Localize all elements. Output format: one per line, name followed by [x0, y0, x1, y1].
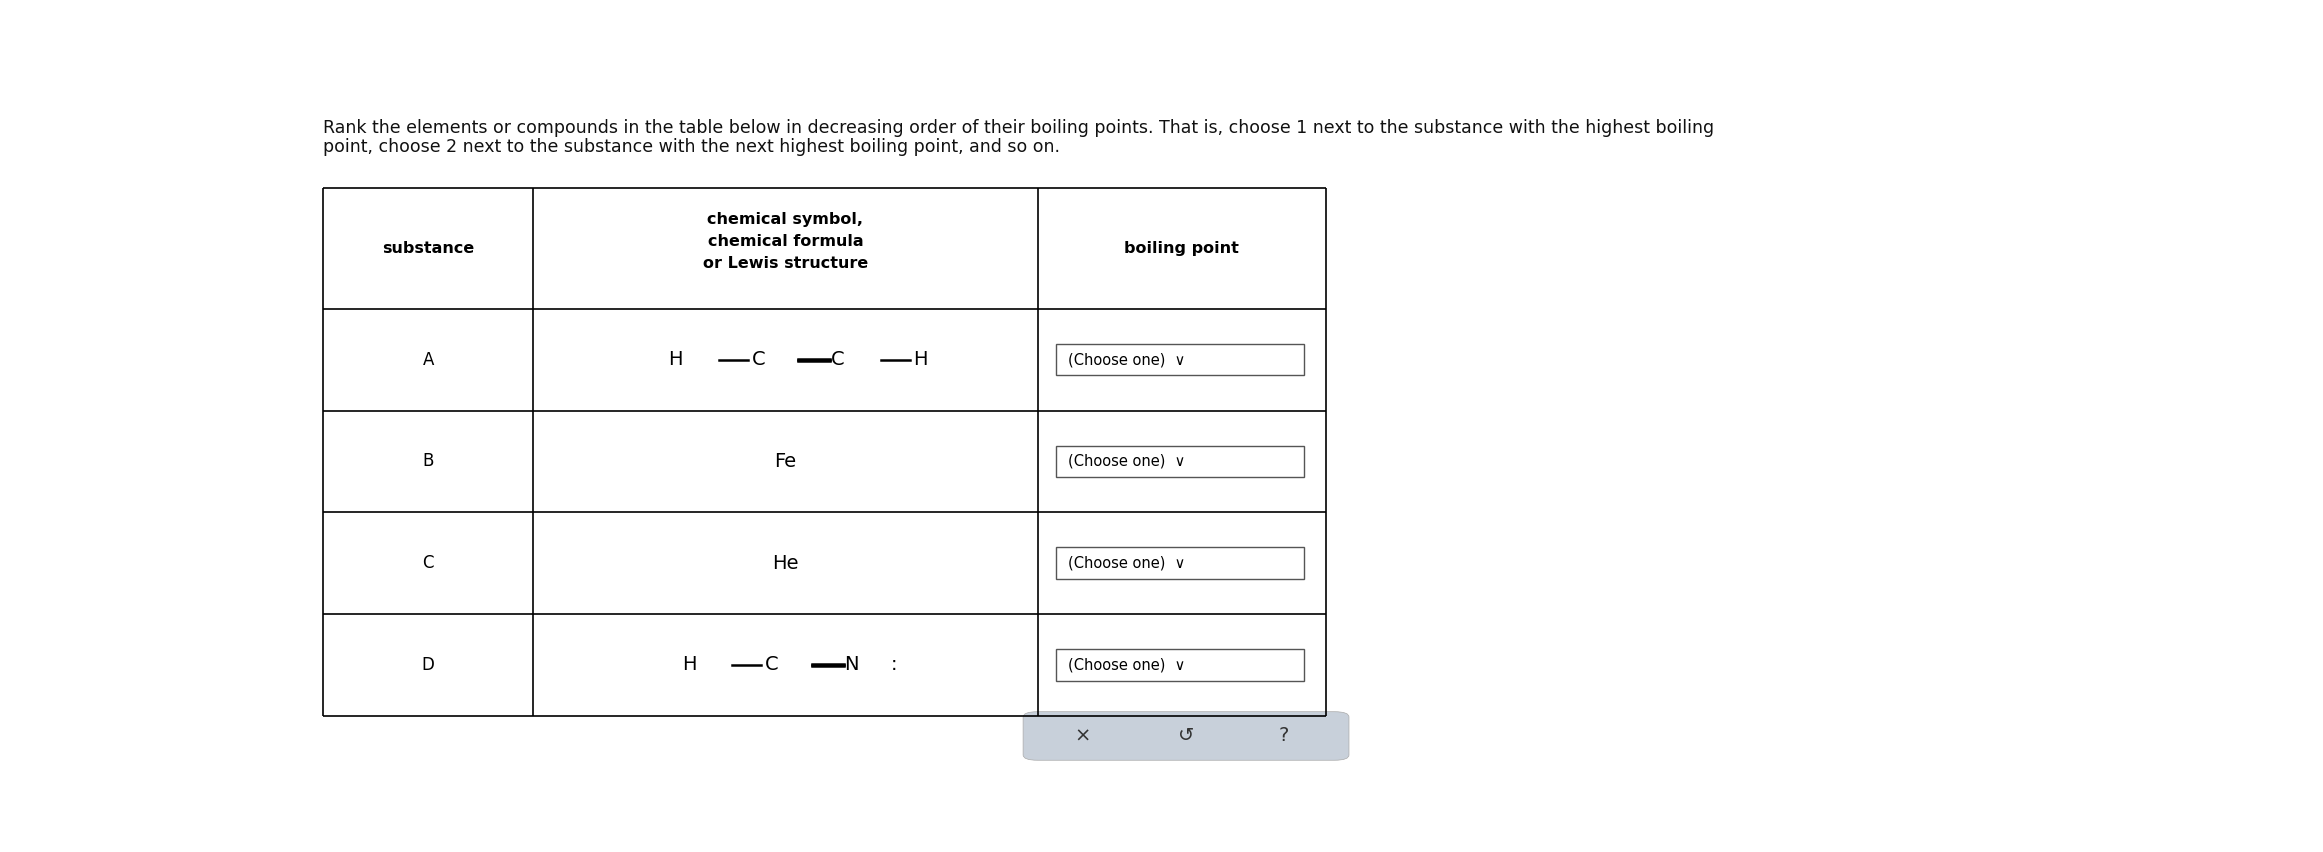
- FancyBboxPatch shape: [1055, 446, 1303, 477]
- Text: He: He: [771, 554, 799, 573]
- Text: A: A: [423, 351, 434, 369]
- Text: C: C: [764, 655, 778, 674]
- Text: H: H: [913, 350, 927, 369]
- FancyBboxPatch shape: [1022, 711, 1350, 760]
- FancyBboxPatch shape: [1055, 547, 1303, 579]
- Text: Fe: Fe: [774, 452, 797, 471]
- Text: ?: ?: [1280, 727, 1289, 746]
- Text: D: D: [423, 656, 434, 674]
- Text: substance: substance: [381, 241, 474, 256]
- FancyBboxPatch shape: [1055, 344, 1303, 376]
- Text: (Choose one)  ∨: (Choose one) ∨: [1069, 352, 1185, 367]
- Text: ↺: ↺: [1178, 727, 1194, 746]
- FancyBboxPatch shape: [1055, 649, 1303, 681]
- Text: N: N: [843, 655, 860, 674]
- Text: Rank the elements or compounds in the table below in decreasing order of their b: Rank the elements or compounds in the ta…: [323, 118, 1714, 136]
- Text: (Choose one)  ∨: (Choose one) ∨: [1069, 454, 1185, 469]
- Text: B: B: [423, 452, 434, 470]
- Text: C: C: [423, 554, 434, 572]
- Text: C: C: [832, 350, 846, 369]
- Text: H: H: [683, 655, 697, 674]
- Text: point, choose 2 next to the substance with the next highest boiling point, and s: point, choose 2 next to the substance wi…: [323, 138, 1059, 156]
- Text: (Choose one)  ∨: (Choose one) ∨: [1069, 657, 1185, 672]
- Text: :: :: [892, 655, 897, 674]
- Text: C: C: [753, 350, 764, 369]
- Text: (Choose one)  ∨: (Choose one) ∨: [1069, 556, 1185, 571]
- Text: boiling point: boiling point: [1124, 241, 1238, 256]
- Text: H: H: [669, 350, 683, 369]
- Text: ×: ×: [1073, 727, 1089, 746]
- Text: chemical symbol,
chemical formula
or Lewis structure: chemical symbol, chemical formula or Lew…: [704, 212, 869, 271]
